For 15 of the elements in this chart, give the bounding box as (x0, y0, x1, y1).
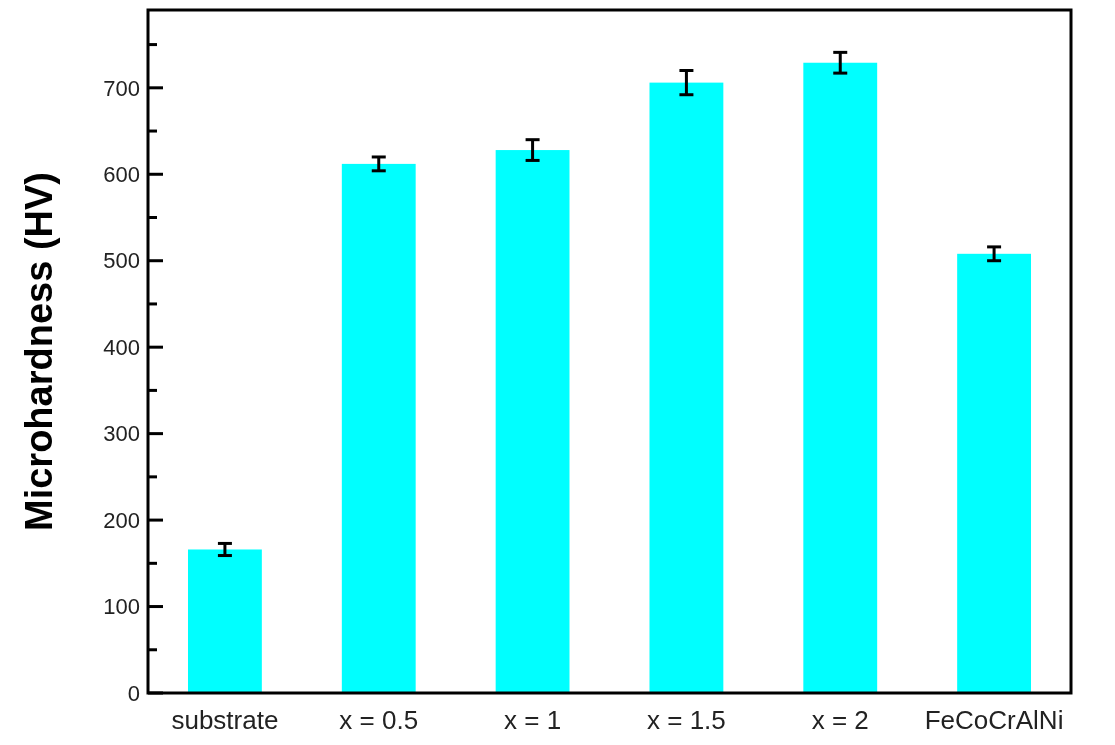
x-tick-label: x = 1 (504, 705, 562, 735)
y-tick-label: 400 (103, 334, 140, 360)
x-tick-label: x = 1.5 (647, 705, 726, 735)
y-tick-label: 100 (103, 594, 140, 620)
y-tick-label: 0 (127, 680, 140, 706)
y-tick-label: 700 (103, 75, 140, 101)
x-tick-label: substrate (171, 705, 279, 735)
x-tick-label: x = 2 (811, 705, 869, 735)
y-tick-label: 500 (103, 248, 140, 274)
y-tick-label: 300 (103, 421, 140, 447)
y-axis-title: Microhardness (HV) (18, 172, 60, 531)
x-tick-label: FeCoCrAlNi (924, 705, 1064, 735)
y-tick-label: 200 (103, 507, 140, 533)
y-tick-label: 600 (103, 161, 140, 187)
x-tick-label: x = 0.5 (339, 705, 419, 735)
